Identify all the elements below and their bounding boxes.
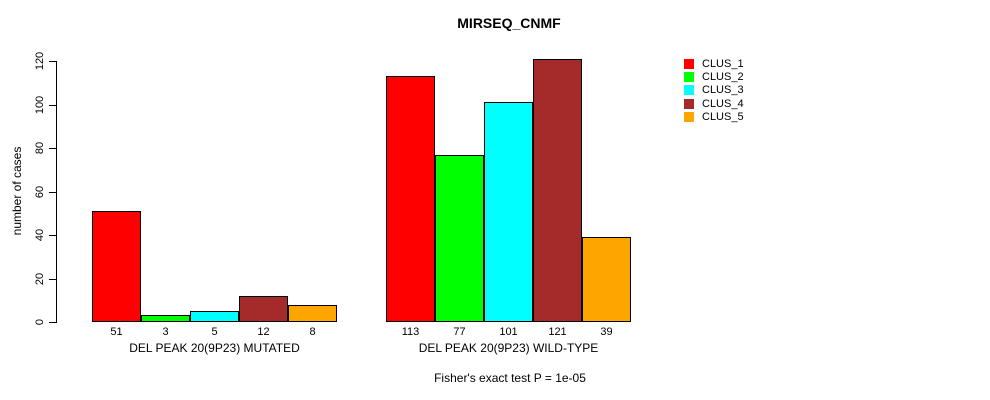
group-label-1: DEL PEAK 20(9P23) MUTATED [129, 341, 300, 355]
y-axis-title: number of cases [10, 146, 24, 236]
y-tick [49, 191, 56, 193]
legend-label: CLUS_4 [702, 97, 744, 110]
y-tick-label: 40 [34, 228, 46, 242]
y-tick-label: 80 [34, 141, 46, 155]
legend-item-clus_3: CLUS_3 [684, 84, 744, 97]
legend-swatch-clus_3 [684, 85, 694, 96]
y-tick-label: 20 [34, 272, 46, 285]
bar-clus_5-group1 [288, 304, 337, 322]
fisher-test-annotation: Fisher's exact test P = 1e-05 [434, 371, 586, 385]
bar-value-label: 3 [162, 326, 169, 338]
bar-value-label: 8 [309, 326, 316, 338]
legend-label: CLUS_1 [702, 57, 744, 70]
bar-clus_4-group1 [239, 295, 288, 322]
legend-swatch-clus_2 [684, 72, 694, 83]
bar-clus_2-group2 [435, 154, 484, 322]
legend-item-clus_4: CLUS_4 [684, 97, 744, 110]
legend-label: CLUS_2 [702, 71, 744, 84]
legend-swatch-clus_5 [684, 112, 694, 123]
legend-item-clus_5: CLUS_5 [684, 111, 744, 124]
bar-value-label: 39 [600, 326, 613, 338]
bar-clus_3-group1 [190, 311, 239, 322]
bar-clus_1-group2 [386, 76, 435, 322]
legend-swatch-clus_1 [684, 58, 694, 69]
y-tick [49, 322, 56, 323]
legend: CLUS_1 CLUS_2 CLUS_3 CLUS_4 CLUS_5 [684, 57, 744, 124]
bar-clus_1-group1 [92, 211, 141, 322]
y-axis-line [56, 61, 57, 323]
group-label-2: DEL PEAK 20(9P23) WILD-TYPE [418, 341, 599, 355]
y-tick [49, 61, 56, 62]
y-tick [49, 278, 56, 280]
bar-value-label: 121 [548, 326, 567, 338]
legend-swatch-clus_4 [684, 98, 694, 109]
legend-item-clus_1: CLUS_1 [684, 57, 744, 70]
y-tick [49, 148, 56, 149]
y-tick-label: 100 [34, 95, 46, 114]
y-tick [49, 104, 56, 106]
y-tick [49, 235, 56, 236]
bar-clus_2-group1 [141, 315, 190, 322]
bar-value-label: 12 [257, 326, 270, 338]
bar-value-label: 77 [453, 326, 466, 338]
chart-title: MIRSEQ_CNMF [457, 15, 561, 31]
y-tick-label: 120 [34, 51, 46, 71]
legend-label: CLUS_5 [702, 111, 744, 124]
bar-value-label: 51 [110, 326, 123, 338]
bar-clus_5-group2 [582, 237, 631, 322]
y-tick-label: 0 [34, 318, 46, 326]
bar-value-label: 5 [211, 326, 218, 338]
bar-clus_4-group2 [533, 58, 582, 322]
bar-value-label: 101 [499, 326, 518, 338]
legend-item-clus_2: CLUS_2 [684, 70, 744, 83]
y-tick-label: 60 [34, 185, 46, 198]
bar-clus_3-group2 [484, 102, 533, 322]
bar-value-label: 113 [401, 326, 420, 338]
legend-label: CLUS_3 [702, 84, 744, 97]
